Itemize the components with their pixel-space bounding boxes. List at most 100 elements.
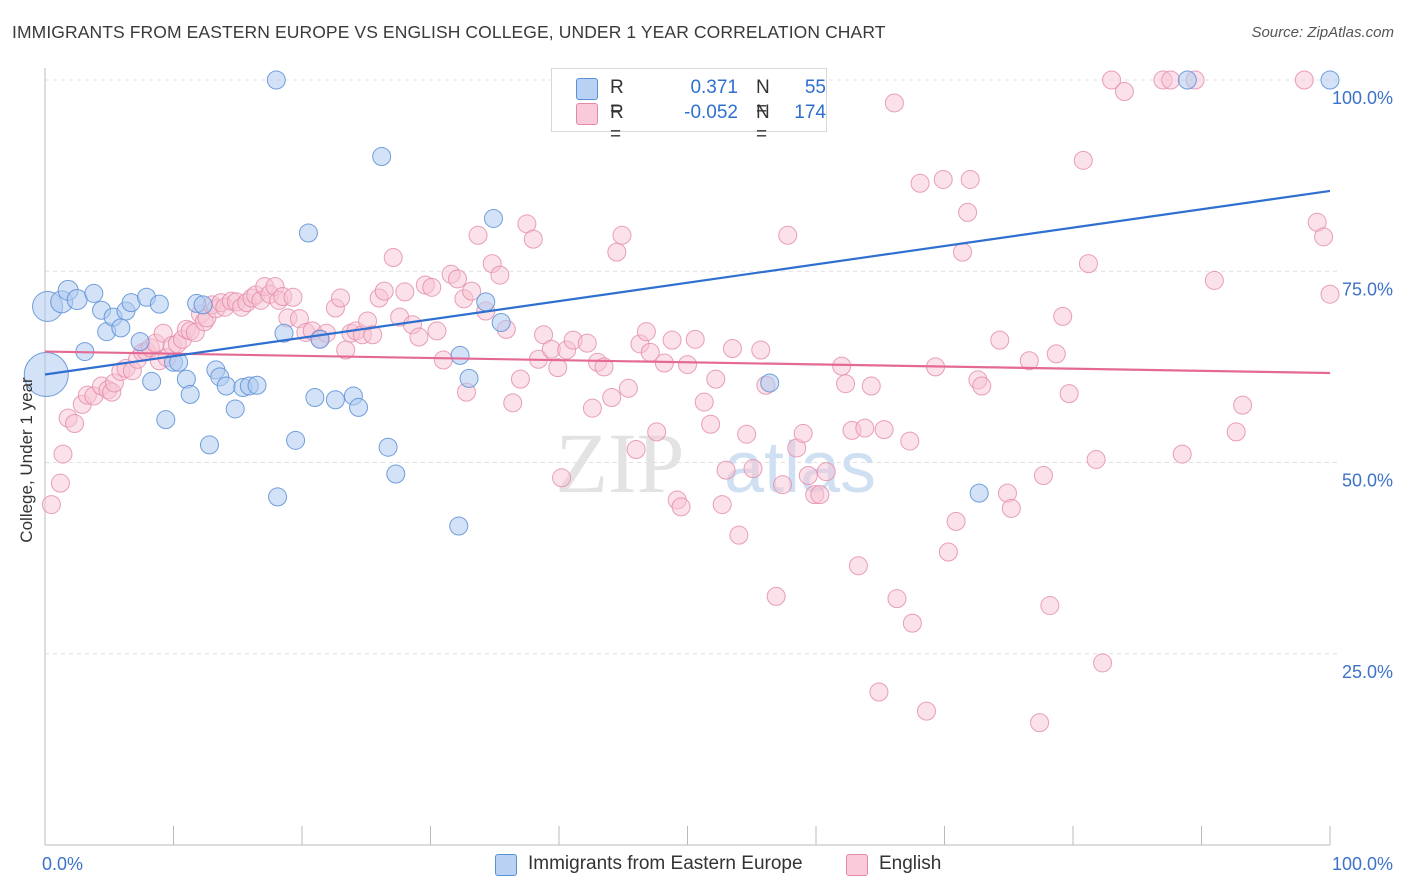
eastern-europe-point[interactable] xyxy=(149,294,169,314)
eastern-europe-point[interactable] xyxy=(459,368,479,388)
english-point[interactable] xyxy=(1059,384,1079,404)
eastern-europe-point[interactable] xyxy=(349,397,369,417)
english-point[interactable] xyxy=(447,269,467,289)
english-point[interactable] xyxy=(958,202,978,222)
english-point[interactable] xyxy=(952,242,972,262)
english-point[interactable] xyxy=(737,424,757,444)
english-point[interactable] xyxy=(861,376,881,396)
english-point[interactable] xyxy=(1046,344,1066,364)
eastern-europe-point[interactable] xyxy=(247,375,267,395)
eastern-europe-point[interactable] xyxy=(325,390,345,410)
english-point[interactable] xyxy=(422,277,442,297)
english-point[interactable] xyxy=(612,225,632,245)
english-point[interactable] xyxy=(1204,270,1224,290)
eastern-europe-point[interactable] xyxy=(1320,70,1340,90)
eastern-europe-point[interactable] xyxy=(130,332,150,352)
english-point[interactable] xyxy=(50,473,70,493)
eastern-europe-point[interactable] xyxy=(298,223,318,243)
eastern-europe-point[interactable] xyxy=(225,399,245,419)
english-point[interactable] xyxy=(1073,150,1093,170)
english-point[interactable] xyxy=(510,369,530,389)
english-point[interactable] xyxy=(647,422,667,442)
source-credit[interactable]: Source: ZipAtlas.com xyxy=(1251,24,1394,41)
english-point[interactable] xyxy=(816,462,836,482)
english-point[interactable] xyxy=(1053,306,1073,326)
english-point[interactable] xyxy=(626,439,646,459)
english-point[interactable] xyxy=(433,350,453,370)
english-point[interactable] xyxy=(938,542,958,562)
english-point[interactable] xyxy=(1172,444,1192,464)
english-point[interactable] xyxy=(331,288,351,308)
eastern-europe-point[interactable] xyxy=(193,295,213,315)
english-point[interactable] xyxy=(283,287,303,307)
eastern-europe-point[interactable] xyxy=(111,318,131,338)
english-point[interactable] xyxy=(1086,449,1106,469)
english-point[interactable] xyxy=(778,225,798,245)
english-point[interactable] xyxy=(1294,70,1314,90)
english-point[interactable] xyxy=(712,495,732,515)
eastern-europe-point[interactable] xyxy=(386,464,406,484)
english-point[interactable] xyxy=(810,485,830,505)
english-point[interactable] xyxy=(933,169,953,189)
english-point[interactable] xyxy=(900,431,920,451)
english-point[interactable] xyxy=(383,247,403,267)
english-point[interactable] xyxy=(1314,227,1334,247)
english-point[interactable] xyxy=(1078,254,1098,274)
english-point[interactable] xyxy=(832,356,852,376)
eastern-europe-point[interactable] xyxy=(310,329,330,349)
english-point[interactable] xyxy=(1320,284,1340,304)
english-point[interactable] xyxy=(552,468,572,488)
english-point[interactable] xyxy=(884,93,904,113)
eastern-europe-point[interactable] xyxy=(84,283,104,303)
eastern-europe-point[interactable] xyxy=(372,147,392,166)
english-point[interactable] xyxy=(946,511,966,531)
eastern-europe-point[interactable] xyxy=(286,430,306,450)
eastern-europe-point[interactable] xyxy=(199,435,219,455)
eastern-europe-point[interactable] xyxy=(305,387,325,407)
english-point[interactable] xyxy=(960,169,980,189)
english-point[interactable] xyxy=(577,333,597,353)
english-point[interactable] xyxy=(427,321,447,341)
english-point[interactable] xyxy=(793,423,813,443)
english-point[interactable] xyxy=(65,413,85,433)
english-point[interactable] xyxy=(41,495,61,515)
english-point[interactable] xyxy=(1040,596,1060,616)
english-point[interactable] xyxy=(836,374,856,394)
eastern-europe-point[interactable] xyxy=(483,208,503,228)
english-point[interactable] xyxy=(602,387,622,407)
eastern-europe-point[interactable] xyxy=(1177,70,1197,90)
english-point[interactable] xyxy=(395,282,415,302)
eastern-europe-point[interactable] xyxy=(216,376,236,396)
english-point[interactable] xyxy=(887,589,907,609)
english-point[interactable] xyxy=(701,414,721,434)
english-point[interactable] xyxy=(722,339,742,359)
english-point[interactable] xyxy=(1033,466,1053,486)
english-point[interactable] xyxy=(1019,351,1039,371)
english-point[interactable] xyxy=(855,418,875,438)
english-point[interactable] xyxy=(678,355,697,375)
eastern-europe-point[interactable] xyxy=(142,371,162,391)
english-point[interactable] xyxy=(503,393,523,413)
english-point[interactable] xyxy=(1233,395,1253,415)
eastern-europe-point[interactable] xyxy=(491,313,511,333)
english-point[interactable] xyxy=(751,340,771,360)
eastern-europe-point[interactable] xyxy=(66,289,88,311)
english-point[interactable] xyxy=(490,265,510,285)
english-point[interactable] xyxy=(1102,70,1122,90)
english-point[interactable] xyxy=(1001,498,1021,518)
eastern-europe-point[interactable] xyxy=(476,292,496,312)
english-point[interactable] xyxy=(594,357,614,377)
english-point[interactable] xyxy=(53,444,73,464)
eastern-europe-point[interactable] xyxy=(378,437,398,457)
eastern-europe-point[interactable] xyxy=(274,323,294,343)
english-point[interactable] xyxy=(662,330,682,350)
eastern-europe-point[interactable] xyxy=(266,70,286,90)
english-point[interactable] xyxy=(607,242,627,262)
english-point[interactable] xyxy=(618,378,638,398)
english-point[interactable] xyxy=(1226,422,1246,442)
english-point[interactable] xyxy=(706,369,726,389)
english-point[interactable] xyxy=(1030,713,1050,733)
eastern-europe-point[interactable] xyxy=(760,373,780,393)
english-point[interactable] xyxy=(694,392,714,412)
eastern-europe-point[interactable] xyxy=(450,345,470,365)
